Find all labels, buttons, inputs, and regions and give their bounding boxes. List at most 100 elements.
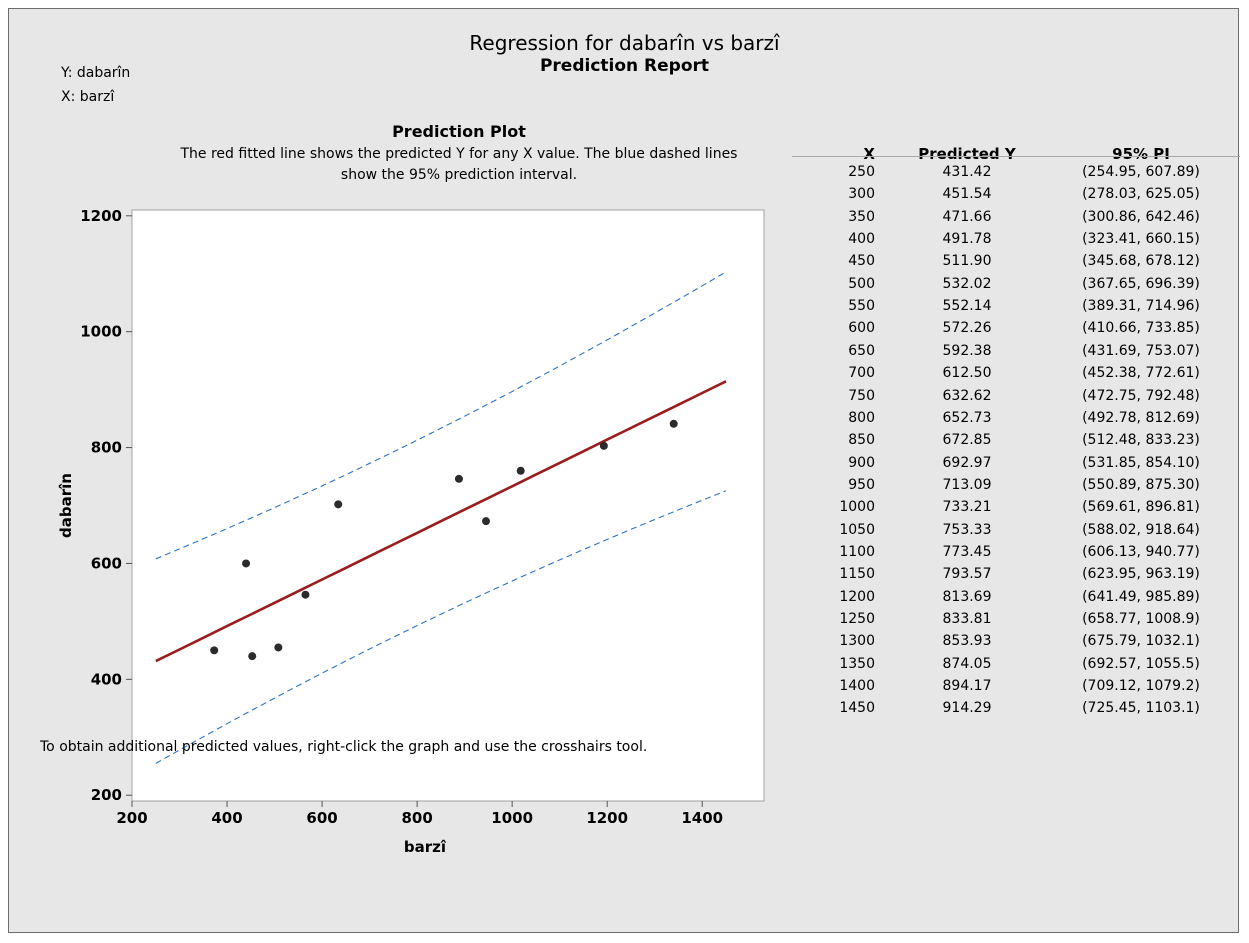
cell-pi: (675.79, 1032.1) xyxy=(1082,633,1200,650)
cell-predicted-y: 451.54 xyxy=(942,186,992,203)
table-header-divider xyxy=(792,156,1240,157)
cell-pi: (569.61, 896.81) xyxy=(1082,499,1200,516)
cell-x: 1400 xyxy=(839,678,875,695)
cell-predicted-y: 914.29 xyxy=(942,700,992,717)
plot-area[interactable] xyxy=(131,209,765,802)
y-axis-label: dabarîn xyxy=(57,473,75,538)
cell-pi: (641.49, 985.89) xyxy=(1082,588,1200,605)
cell-x: 1150 xyxy=(839,566,875,583)
cell-pi: (278.03, 625.05) xyxy=(1082,186,1200,203)
data-point xyxy=(516,466,525,475)
cell-x: 400 xyxy=(848,231,875,248)
cell-predicted-y: 511.90 xyxy=(942,253,992,270)
x-tick-label: 1200 xyxy=(586,809,628,827)
cell-x: 750 xyxy=(848,387,875,404)
cell-pi: (254.95, 607.89) xyxy=(1082,164,1200,180)
cell-pi: (550.89, 875.30) xyxy=(1082,476,1200,493)
cell-pi: (431.69, 753.07) xyxy=(1082,342,1200,359)
data-point xyxy=(274,643,283,652)
cell-pi: (492.78, 812.69) xyxy=(1082,409,1200,426)
cell-x: 1200 xyxy=(839,588,875,605)
cell-x: 500 xyxy=(848,275,875,292)
cell-pi: (472.75, 792.48) xyxy=(1082,387,1200,404)
cell-predicted-y: 713.09 xyxy=(942,476,992,493)
cell-pi: (452.38, 772.61) xyxy=(1082,365,1200,382)
cell-predicted-y: 753.33 xyxy=(942,521,992,538)
y-tick-label: 400 xyxy=(91,670,122,688)
plot-description: The red fitted line shows the predicted … xyxy=(180,146,738,183)
cell-x: 1450 xyxy=(839,700,875,717)
cell-x: 850 xyxy=(848,432,875,449)
cell-x: 1350 xyxy=(839,655,875,672)
pi-upper-line xyxy=(155,271,727,560)
cell-predicted-y: 813.69 xyxy=(942,588,992,605)
cell-x: 800 xyxy=(848,409,875,426)
y-tick-label: 800 xyxy=(91,439,122,457)
y-tick-label: 600 xyxy=(91,554,122,572)
y-tick-label: 1000 xyxy=(80,323,122,341)
cell-predicted-y: 833.81 xyxy=(942,611,992,627)
cell-x: 650 xyxy=(848,342,875,359)
cell-pi: (658.77, 1008.9) xyxy=(1082,611,1200,627)
cell-predicted-y: 471.66 xyxy=(942,208,992,225)
cell-x: 1000 xyxy=(839,499,875,516)
data-point xyxy=(301,590,310,599)
cell-predicted-y: 491.78 xyxy=(942,231,992,248)
cell-predicted-y: 672.85 xyxy=(942,432,992,449)
cell-pi: (345.68, 678.12) xyxy=(1082,253,1200,270)
cell-x: 1300 xyxy=(839,633,875,650)
cell-x: 1250 xyxy=(839,611,875,627)
data-point xyxy=(242,559,251,568)
cell-x: 1050 xyxy=(839,521,875,538)
x-variable-label: X: barzî xyxy=(61,89,115,105)
cell-pi: (410.66, 733.85) xyxy=(1082,320,1200,337)
cell-x: 950 xyxy=(848,476,875,493)
x-tick-label: 800 xyxy=(401,809,432,827)
column-header-predicted-y: Predicted Y xyxy=(918,145,1016,163)
y-variable-label: Y: dabarîn xyxy=(61,65,131,81)
x-tick-label: 600 xyxy=(306,809,337,827)
data-point xyxy=(334,500,343,509)
report-title: Regression for dabarîn vs barzî xyxy=(469,31,780,55)
x-tick-label: 200 xyxy=(116,809,147,827)
cell-pi: (300.86, 642.46) xyxy=(1082,208,1200,225)
cell-predicted-y: 552.14 xyxy=(942,298,992,315)
report-subtitle: Prediction Report xyxy=(539,56,710,76)
cell-predicted-y: 572.26 xyxy=(942,320,992,337)
cell-predicted-y: 773.45 xyxy=(942,543,992,560)
cell-predicted-y: 874.05 xyxy=(942,655,992,672)
cell-pi: (692.57, 1055.5) xyxy=(1082,655,1200,672)
prediction-plot[interactable]: 200 400 600 800 1000 1200 1400 200 400 600 800 1000… xyxy=(9,9,1240,934)
cell-x: 450 xyxy=(848,253,875,270)
x-tick-label: 400 xyxy=(211,809,242,827)
data-point xyxy=(248,652,257,661)
x-axis-label: barzî xyxy=(404,838,447,856)
cell-pi: (323.41, 660.15) xyxy=(1082,231,1200,248)
cell-pi: (588.02, 918.64) xyxy=(1082,521,1200,538)
data-point xyxy=(454,474,463,483)
column-header-pi: 95% PI xyxy=(1112,145,1170,163)
cell-pi: (389.31, 714.96) xyxy=(1082,298,1200,315)
cell-x: 1100 xyxy=(839,543,875,560)
cell-pi: (606.13, 940.77) xyxy=(1082,543,1200,560)
cell-predicted-y: 592.38 xyxy=(942,342,992,359)
cell-predicted-y: 612.50 xyxy=(942,365,992,382)
cell-pi: (531.85, 854.10) xyxy=(1082,454,1200,471)
cell-predicted-y: 532.02 xyxy=(942,275,992,292)
cell-predicted-y: 652.73 xyxy=(942,409,992,426)
y-tick-label: 200 xyxy=(91,786,122,804)
cell-x: 250 xyxy=(848,164,875,180)
x-tick-label: 1400 xyxy=(681,809,723,827)
pi-lower-line xyxy=(155,490,727,764)
data-point xyxy=(669,419,678,428)
cell-x: 350 xyxy=(848,208,875,225)
cell-predicted-y: 853.93 xyxy=(942,633,992,650)
cell-pi: (367.65, 696.39) xyxy=(1082,275,1200,292)
cell-predicted-y: 692.97 xyxy=(942,454,992,471)
data-point xyxy=(210,646,219,655)
footnote: To obtain additional predicted values, r… xyxy=(40,739,648,755)
cell-predicted-y: 431.42 xyxy=(942,164,992,180)
fitted-line xyxy=(155,380,727,663)
y-tick-label: 1200 xyxy=(80,207,122,225)
data-point xyxy=(599,441,608,450)
